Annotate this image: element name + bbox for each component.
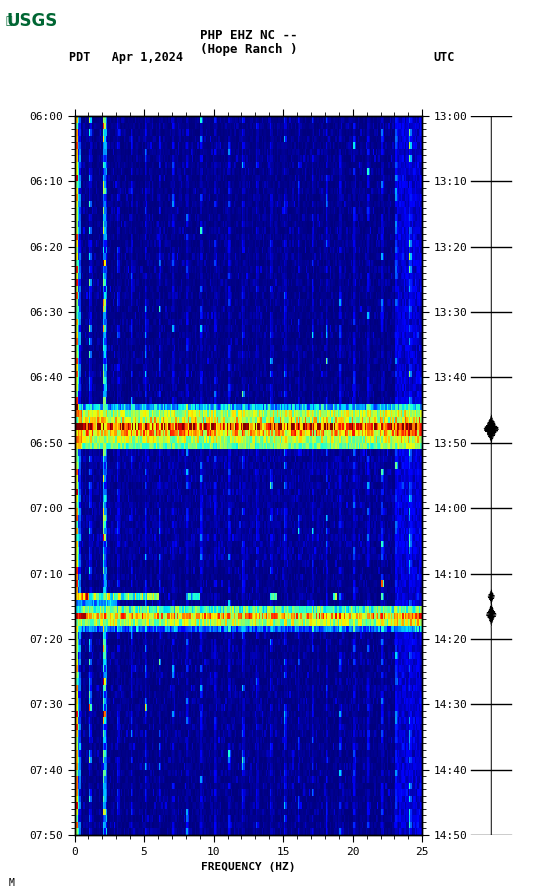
Text: UTC: UTC xyxy=(433,51,455,64)
Text: (Hope Ranch ): (Hope Ranch ) xyxy=(200,43,297,56)
Text: M: M xyxy=(8,878,14,888)
X-axis label: FREQUENCY (HZ): FREQUENCY (HZ) xyxy=(201,863,296,872)
Text: ⛰: ⛰ xyxy=(6,15,12,26)
Text: PDT   Apr 1,2024: PDT Apr 1,2024 xyxy=(69,51,183,64)
Text: USGS: USGS xyxy=(7,12,58,29)
Text: PHP EHZ NC --: PHP EHZ NC -- xyxy=(200,29,297,42)
